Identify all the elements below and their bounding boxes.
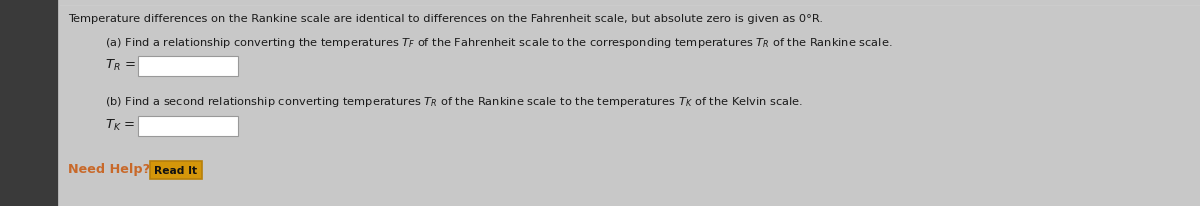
Bar bbox=[0, 0, 58, 206]
Text: Need Help?: Need Help? bbox=[68, 162, 150, 175]
Text: $T_K$ =: $T_K$ = bbox=[106, 117, 136, 132]
Bar bbox=[150, 161, 202, 179]
Text: Temperature differences on the Rankine scale are identical to differences on the: Temperature differences on the Rankine s… bbox=[68, 14, 823, 24]
Bar bbox=[138, 116, 238, 136]
Text: $T_R$ =: $T_R$ = bbox=[106, 57, 136, 72]
Text: (a) Find a relationship converting the temperatures $T_F$ of the Fahrenheit scal: (a) Find a relationship converting the t… bbox=[106, 36, 893, 50]
Bar bbox=[138, 57, 238, 77]
Text: (b) Find a second relationship converting temperatures $T_R$ of the Rankine scal: (b) Find a second relationship convertin… bbox=[106, 95, 803, 109]
Text: Read It: Read It bbox=[155, 165, 198, 175]
